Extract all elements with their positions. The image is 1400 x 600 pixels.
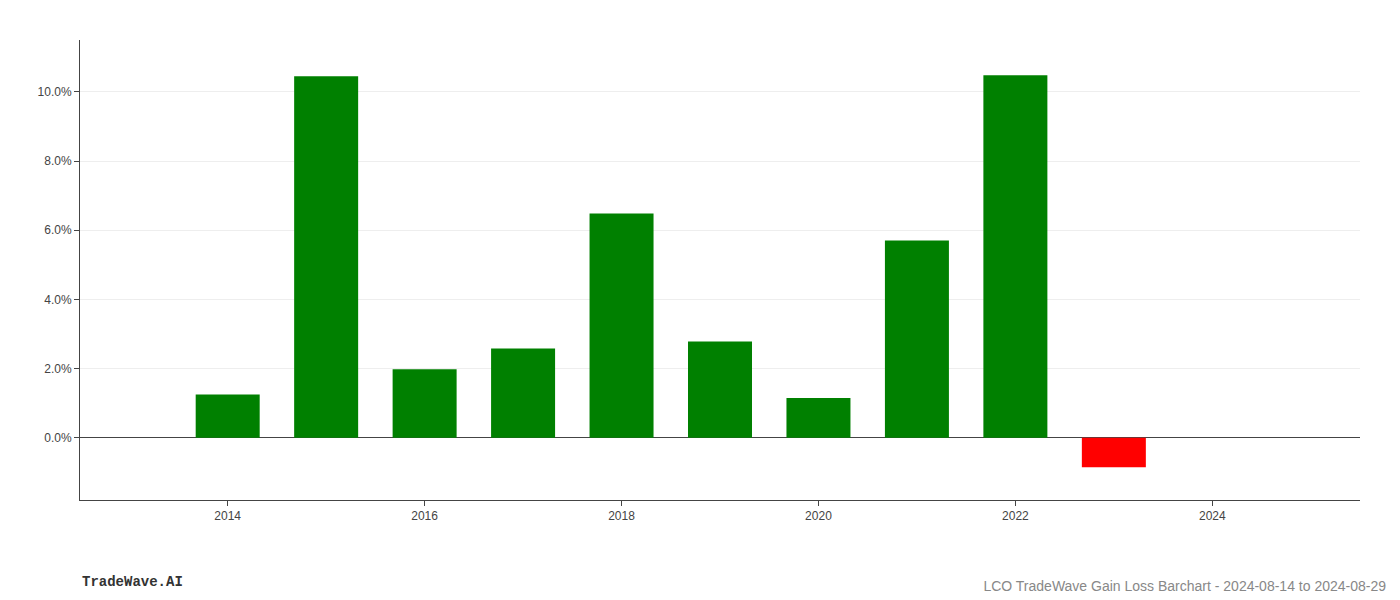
svg-text:2014: 2014: [214, 509, 241, 523]
svg-text:6.0%: 6.0%: [44, 223, 72, 237]
svg-text:2024: 2024: [1199, 509, 1226, 523]
svg-text:2020: 2020: [805, 509, 832, 523]
svg-text:2022: 2022: [1002, 509, 1029, 523]
svg-text:TradeWave.AI: TradeWave.AI: [82, 574, 183, 590]
svg-text:2016: 2016: [411, 509, 438, 523]
svg-text:2018: 2018: [608, 509, 635, 523]
svg-text:2.0%: 2.0%: [44, 362, 72, 376]
svg-text:LCO TradeWave Gain Loss Barcha: LCO TradeWave Gain Loss Barchart - 2024-…: [983, 578, 1386, 594]
svg-text:10.0%: 10.0%: [38, 85, 72, 99]
svg-text:0.0%: 0.0%: [44, 431, 72, 445]
svg-text:4.0%: 4.0%: [44, 293, 72, 307]
svg-text:8.0%: 8.0%: [44, 154, 72, 168]
